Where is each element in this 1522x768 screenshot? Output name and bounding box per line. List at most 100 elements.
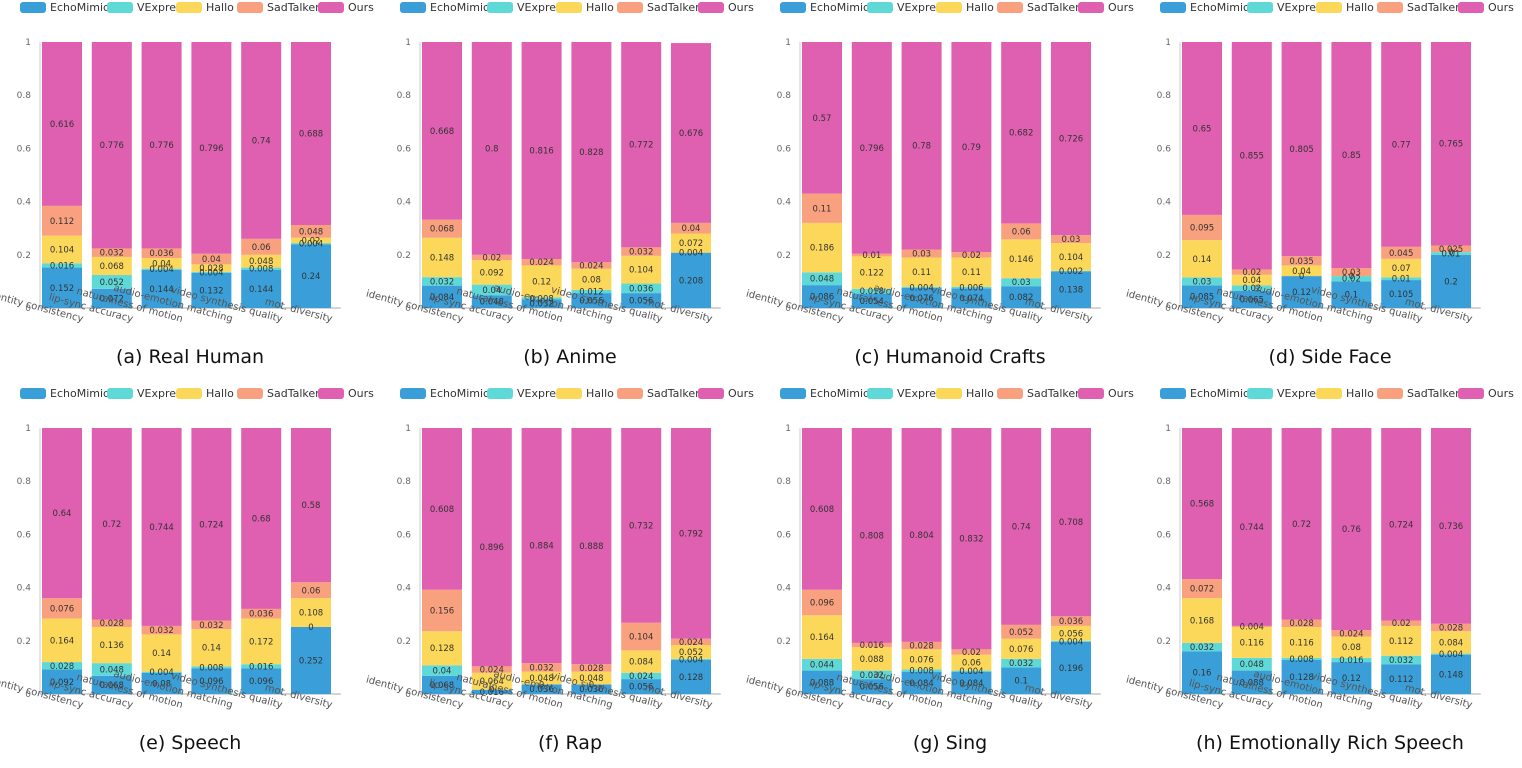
legend-item-sadtalker[interactable]: SadTalker [617, 387, 700, 400]
bar-segment-vexpress [1231, 285, 1272, 291]
legend-item-sadtalker[interactable]: SadTalker [237, 387, 320, 400]
legend-item-ours[interactable]: Ours [1078, 387, 1134, 400]
bar-segment-echomimic [671, 252, 711, 308]
bar-segment-ours [291, 428, 331, 583]
legend-item-echomimic[interactable]: EchoMimic [20, 1, 109, 14]
bar-segment-sadtalker [802, 193, 842, 223]
data-label: 0.008 [199, 663, 223, 673]
bar-segment-hallo [141, 257, 182, 269]
legend-item-hallo[interactable]: Hallo [1316, 387, 1374, 400]
bar-segment-ours [42, 428, 82, 599]
legend-item-vexpress[interactable]: VExpress [1247, 1, 1328, 14]
data-label: 0.024 [529, 258, 553, 268]
legend-item-vexpress[interactable]: VExpress [487, 387, 568, 400]
bar-segment-vexpress [191, 666, 232, 669]
data-label: 0.036 [149, 249, 173, 259]
legend-label: EchoMimic [810, 387, 869, 400]
bar-segment-vexpress [621, 672, 662, 680]
legend-item-echomimic[interactable]: EchoMimic [20, 387, 109, 400]
legend-item-hallo[interactable]: Hallo [176, 1, 234, 14]
legend-item-ours[interactable]: Ours [1078, 1, 1134, 14]
legend-item-echomimic[interactable]: EchoMimic [1160, 1, 1249, 14]
legend-item-echomimic[interactable]: EchoMimic [400, 1, 489, 14]
y-tick-label: 0.8 [397, 91, 412, 101]
bar-segment-echomimic [42, 267, 82, 308]
bar-segment-sadtalker [42, 205, 82, 236]
bar-segment-sadtalker [141, 625, 182, 635]
data-label: 0.02 [302, 236, 321, 246]
data-label: 0.8 [485, 144, 499, 154]
legend-item-vexpress[interactable]: VExpress [867, 1, 948, 14]
bar-segment-hallo [1051, 625, 1091, 641]
bar-segment-sadtalker [671, 638, 711, 646]
bar-segment-hallo [1331, 636, 1372, 658]
legend-swatch [997, 388, 1023, 399]
bar-segment-echomimic [1381, 664, 1422, 694]
bar-segment-echomimic [1331, 662, 1372, 694]
data-label: 0.616 [50, 120, 74, 130]
legend-label: SadTalker [1027, 1, 1080, 14]
legend-item-ours[interactable]: Ours [318, 387, 374, 400]
bar-segment-ours [571, 42, 612, 263]
bar-segment-sadtalker [521, 259, 562, 266]
data-label: 0.068 [100, 262, 124, 272]
legend-item-vexpress[interactable]: VExpress [1247, 387, 1328, 400]
legend-item-hallo[interactable]: Hallo [936, 1, 994, 14]
bar-segment-echomimic [471, 295, 512, 308]
legend-item-ours[interactable]: Ours [698, 1, 754, 14]
legend-item-hallo[interactable]: Hallo [556, 387, 614, 400]
bar-segment-hallo [191, 629, 232, 667]
bar-segment-echomimic [191, 668, 232, 694]
legend-item-sadtalker[interactable]: SadTalker [997, 387, 1080, 400]
legend-item-hallo[interactable]: Hallo [176, 387, 234, 400]
data-label: 0.092 [480, 268, 504, 278]
data-label: 0.105 [1389, 290, 1413, 300]
bar-segment-hallo [1051, 243, 1091, 271]
data-label: 0.056 [579, 297, 603, 307]
bar-segment-sadtalker [1331, 268, 1372, 277]
legend-item-vexpress[interactable]: VExpress [107, 387, 188, 400]
legend-label: VExpress [137, 1, 188, 14]
legend-item-sadtalker[interactable]: SadTalker [617, 1, 700, 14]
data-label: 0.032 [529, 663, 553, 673]
legend-item-ours[interactable]: Ours [318, 1, 374, 14]
data-label: 0.06 [1012, 227, 1031, 237]
legend-item-hallo[interactable]: Hallo [936, 387, 994, 400]
legend-item-vexpress[interactable]: VExpress [107, 1, 188, 14]
legend-item-sadtalker[interactable]: SadTalker [237, 1, 320, 14]
bar-segment-ours [1331, 42, 1372, 269]
legend-item-sadtalker[interactable]: SadTalker [1377, 387, 1460, 400]
bar-segment-ours [1051, 42, 1091, 236]
bar-segment-sadtalker [42, 598, 82, 619]
legend-swatch [936, 2, 962, 13]
data-label: 0.688 [299, 130, 323, 140]
legend-item-vexpress[interactable]: VExpress [487, 1, 568, 14]
data-label: 0.032 [1389, 656, 1413, 666]
legend-item-sadtalker[interactable]: SadTalker [1377, 1, 1460, 14]
legend-item-hallo[interactable]: Hallo [556, 1, 614, 14]
legend-label: Ours [348, 1, 374, 14]
data-label: 0.032 [199, 621, 223, 631]
data-label: 0.796 [199, 144, 223, 154]
legend-item-ours[interactable]: Ours [1458, 1, 1514, 14]
data-label: 0.032 [1009, 659, 1033, 669]
data-label: 0.004 [299, 240, 323, 250]
bar-segment-echomimic [802, 670, 842, 694]
legend-item-ours[interactable]: Ours [698, 387, 754, 400]
legend-item-echomimic[interactable]: EchoMimic [780, 1, 869, 14]
legend-swatch [400, 388, 426, 399]
legend-item-vexpress[interactable]: VExpress [867, 387, 948, 400]
data-label: 0.02 [962, 648, 981, 658]
data-label: 0.036 [579, 685, 603, 695]
legend-item-sadtalker[interactable]: SadTalker [997, 1, 1080, 14]
legend-item-hallo[interactable]: Hallo [1316, 1, 1374, 14]
y-tick-label: 0.2 [397, 251, 411, 261]
legend-item-ours[interactable]: Ours [1458, 387, 1514, 400]
data-label: 0.072 [679, 239, 703, 249]
legend-item-echomimic[interactable]: EchoMimic [1160, 387, 1249, 400]
bar-segment-ours [141, 42, 182, 249]
data-label: 0.074 [959, 294, 983, 304]
legend-item-echomimic[interactable]: EchoMimic [400, 387, 489, 400]
legend-item-echomimic[interactable]: EchoMimic [780, 387, 869, 400]
y-tick-label: 0.4 [777, 198, 792, 208]
